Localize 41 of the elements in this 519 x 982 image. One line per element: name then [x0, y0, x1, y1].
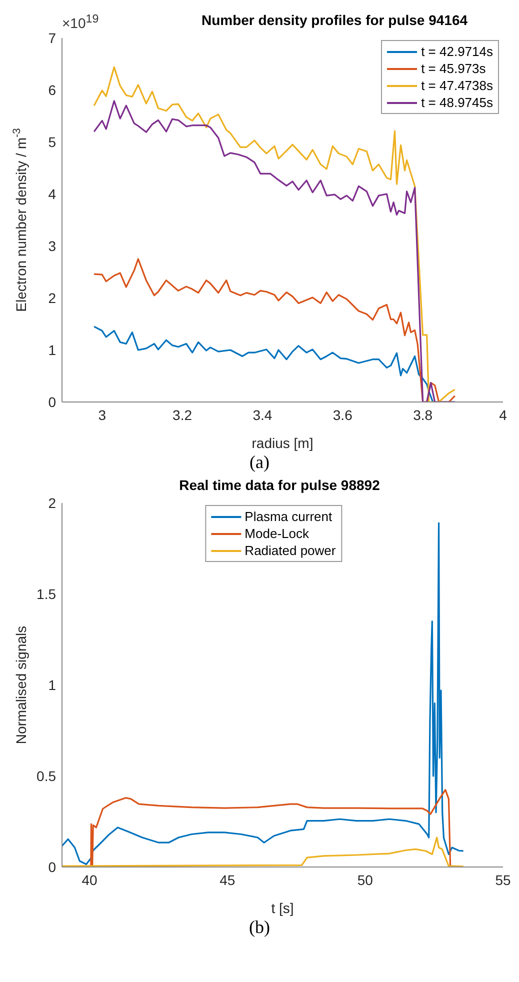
x-tick-label: 4: [499, 406, 508, 423]
legend-label: t = 47.4738s: [420, 77, 493, 94]
y-tick-label: 2: [48, 494, 56, 511]
chart-title: Number density profiles for pulse 94164: [201, 12, 468, 28]
legend-label: t = 45.973s: [420, 60, 487, 77]
y-tick-label: 4: [48, 186, 56, 202]
x-axis-title: radius [m]: [252, 435, 314, 451]
legend-label: Radiated power: [244, 542, 336, 559]
y-tick-label: 0: [48, 394, 56, 410]
legend-label: Plasma current: [244, 508, 334, 525]
y-tick-label: 0.5: [36, 768, 56, 784]
chart-title: Real time data for pulse 98892: [178, 476, 381, 493]
y-tick-label: 7: [48, 30, 56, 46]
x-tick-label: 3.8: [413, 406, 433, 423]
x-tick-label: 55: [495, 872, 511, 888]
y-tick-label: 6: [48, 82, 56, 98]
y-tick-label: 2: [48, 290, 56, 306]
text: (b): [249, 917, 270, 937]
text: ×10$^{19}$: [62, 12, 99, 31]
y-tick-label: 1: [48, 342, 56, 358]
legend-label: t = 42.9714s: [420, 43, 493, 60]
line-series: [62, 522, 464, 866]
legend-label: Mode-Lock: [244, 525, 310, 542]
y-axis-title: Normalised signals: [13, 626, 29, 744]
x-tick-label: 3.6: [332, 406, 353, 423]
y-tick-label: 3: [48, 238, 56, 254]
x-tick-label: 3: [98, 406, 106, 423]
x-tick-label: 3.2: [172, 406, 192, 423]
x-tick-label: 3.4: [252, 406, 272, 423]
x-tick-label: 45: [220, 872, 236, 888]
text: (a): [250, 452, 270, 472]
line-series: [62, 836, 464, 867]
y-tick-label: 5: [48, 134, 56, 150]
y-tick-label: 1.5: [36, 586, 56, 602]
x-tick-label: 40: [82, 872, 98, 888]
y-tick-label: 0: [48, 858, 56, 875]
line-series: [93, 258, 456, 402]
x-tick-label: 50: [357, 872, 374, 888]
legend-label: t = 48.9745s: [420, 94, 493, 111]
y-tick-label: 1: [48, 676, 56, 693]
x-axis-title: t [s]: [271, 900, 294, 916]
